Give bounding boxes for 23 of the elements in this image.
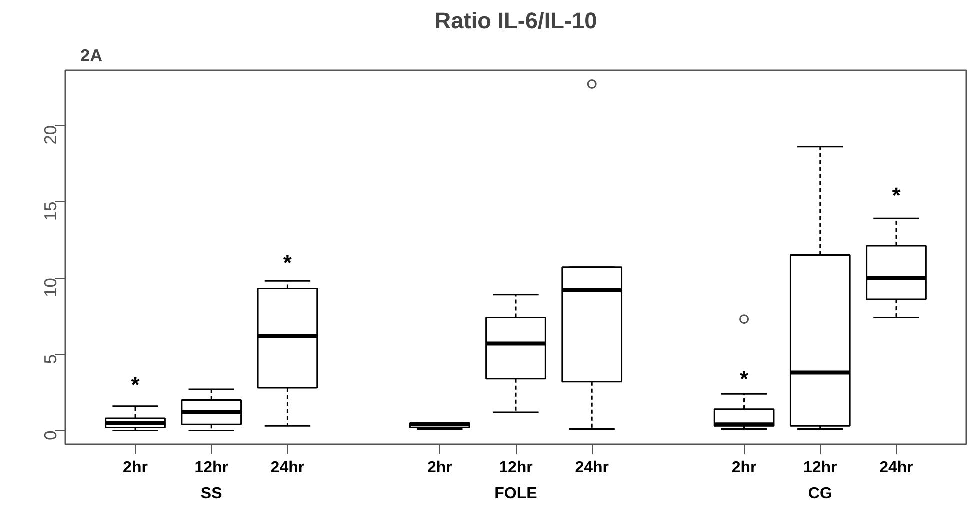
y-tick-label: 20 [40,125,60,145]
chart-title: Ratio IL-6/IL-10 [434,8,598,34]
x-tick-label: 2hr [427,460,452,476]
annotation: * [892,183,902,208]
annotation: * [131,372,140,398]
text: FOLE [494,486,538,502]
annotation: * [283,250,292,276]
x-tick-label: 12hr [194,460,229,476]
x-tick-label: 12hr [803,460,838,476]
annotation: * [740,366,750,392]
y-tick-label: 0 [40,430,60,440]
y-tick-label: 15 [40,202,60,222]
x-tick-label: 2hr [123,460,148,476]
x-tick-label: 24hr [880,460,914,476]
y-tick-label: 5 [40,354,60,364]
text: 2A [80,46,104,66]
text: CG [808,486,832,502]
x-tick-label: 24hr [270,460,305,476]
x-tick-label: 24hr [575,460,609,476]
x-tick-label: 12hr [499,460,533,476]
y-tick-label: 10 [40,278,60,298]
x-tick-label: 2hr [732,460,757,476]
text: SS [200,486,223,502]
